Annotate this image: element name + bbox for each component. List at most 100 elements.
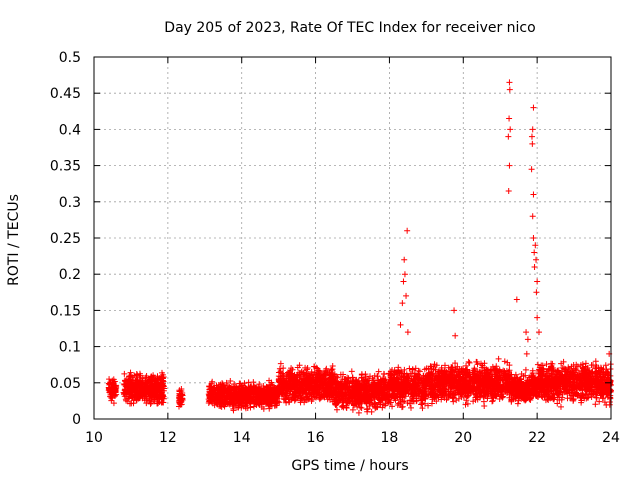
roti-point	[303, 389, 310, 396]
roti-point	[333, 380, 340, 387]
roti-point	[121, 393, 128, 400]
roti-point	[319, 382, 326, 389]
roti-point	[138, 390, 145, 397]
roti-point	[332, 401, 339, 408]
roti-point	[375, 368, 382, 375]
roti-point	[323, 393, 330, 400]
roti-point	[334, 379, 341, 386]
roti-point	[139, 379, 146, 386]
roti-point	[463, 397, 470, 404]
roti-point	[127, 369, 134, 376]
roti-point	[408, 397, 415, 404]
roti-point	[394, 393, 401, 400]
roti-point	[288, 376, 295, 383]
roti-point	[359, 383, 366, 390]
roti-point	[412, 387, 419, 394]
roti-point	[136, 370, 143, 377]
roti-point	[395, 400, 402, 407]
roti-point	[333, 406, 340, 413]
roti-point	[281, 396, 288, 403]
roti-point	[240, 396, 247, 403]
roti-point	[409, 366, 416, 373]
roti-point	[226, 384, 233, 391]
roti-point	[416, 368, 423, 375]
roti-point	[221, 395, 228, 402]
roti-point	[355, 382, 362, 389]
roti-point	[408, 404, 415, 411]
roti-point	[322, 376, 329, 383]
roti-point	[122, 378, 129, 385]
roti-point	[411, 370, 418, 377]
roti-point	[360, 385, 367, 392]
roti-point	[393, 375, 400, 382]
roti-point	[362, 371, 369, 378]
roti-point	[396, 370, 403, 377]
roti-point	[320, 371, 327, 378]
roti-point	[277, 387, 284, 394]
roti-point	[280, 365, 287, 372]
roti-point	[363, 394, 370, 401]
roti-point	[311, 363, 318, 370]
roti-point	[403, 389, 410, 396]
roti-point	[305, 370, 312, 377]
roti-point	[291, 397, 298, 404]
roti-point	[373, 390, 380, 397]
roti-point	[300, 387, 307, 394]
roti-point	[333, 373, 340, 380]
roti-point	[342, 391, 349, 398]
roti-point	[130, 377, 137, 384]
roti-point	[463, 362, 470, 369]
roti-point	[355, 392, 362, 399]
roti-point	[333, 391, 340, 398]
roti-point	[295, 393, 302, 400]
roti-point	[418, 393, 425, 400]
roti-point	[308, 368, 315, 375]
roti-point	[133, 387, 140, 394]
roti-point	[339, 376, 346, 383]
roti-point	[126, 373, 133, 380]
roti-point	[148, 377, 155, 384]
grid	[94, 57, 611, 419]
roti-point	[213, 393, 220, 400]
roti-point	[379, 404, 386, 411]
roti-point	[284, 381, 291, 388]
roti-point	[340, 404, 347, 411]
roti-point	[348, 389, 355, 396]
roti-point	[121, 370, 128, 377]
roti-point	[375, 379, 382, 386]
roti-point	[324, 381, 331, 388]
roti-point	[603, 401, 610, 408]
roti-point	[380, 370, 387, 377]
roti-point	[557, 403, 564, 410]
roti-point	[365, 385, 372, 392]
roti-point	[245, 385, 252, 392]
roti-point	[307, 375, 314, 382]
roti-point	[288, 365, 295, 372]
roti-point	[128, 380, 135, 387]
roti-point	[428, 400, 435, 407]
roti-point	[283, 384, 290, 391]
roti-point	[258, 401, 265, 408]
roti-point	[445, 364, 452, 371]
roti-point	[388, 375, 395, 382]
roti-point	[110, 400, 117, 407]
roti-point	[246, 396, 253, 403]
roti-point	[264, 384, 271, 391]
roti-point	[150, 390, 157, 397]
roti-point	[348, 368, 355, 375]
roti-point	[371, 372, 378, 379]
roti-point	[342, 398, 349, 405]
roti-point	[271, 393, 278, 400]
roti-point	[310, 390, 317, 397]
roti-point	[354, 378, 361, 385]
roti-point	[305, 385, 312, 392]
roti-point	[318, 372, 325, 379]
roti-point	[338, 381, 345, 388]
roti-point	[302, 381, 309, 388]
roti-point	[128, 400, 135, 407]
roti-point	[408, 391, 415, 398]
roti-point	[206, 388, 213, 395]
roti-point	[484, 395, 491, 402]
roti-point	[107, 388, 114, 395]
roti-point	[399, 384, 406, 391]
